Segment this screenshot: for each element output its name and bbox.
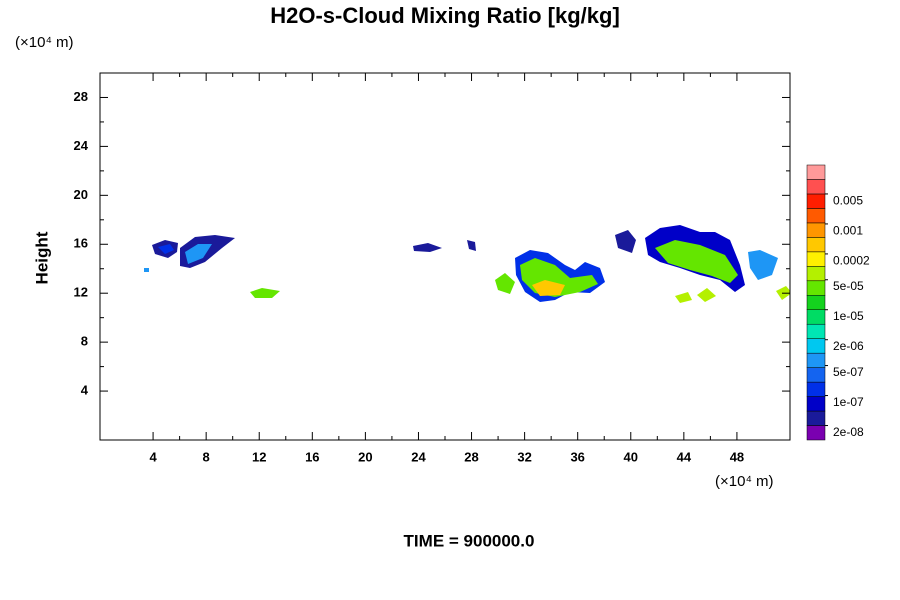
colorbar-box <box>806 208 826 224</box>
y-tick-label: 28 <box>74 89 88 104</box>
y-tick-label: 12 <box>74 285 88 300</box>
x-tick-label: 40 <box>624 449 638 464</box>
colorbar-box <box>806 251 826 267</box>
x-tick-label: 12 <box>252 449 266 464</box>
colorbar-box <box>806 237 826 253</box>
colorbar-box <box>806 193 826 209</box>
y-tick-label: 8 <box>81 334 88 349</box>
colorbar-box <box>806 295 826 310</box>
colorbar-label: 5e-07 <box>833 365 864 379</box>
colorbar-box <box>806 338 826 354</box>
x-tick-label: 16 <box>305 449 319 464</box>
x-tick-label: 28 <box>464 449 478 464</box>
x-tick-label: 24 <box>411 449 426 464</box>
colorbar-box <box>806 309 826 325</box>
x-tick-label: 48 <box>730 449 744 464</box>
colorbar-box <box>806 352 826 368</box>
colorbar-box <box>806 367 826 383</box>
colorbar-box <box>806 179 826 195</box>
colorbar-box <box>806 266 826 282</box>
footer: TIME = 900000.0 <box>404 531 535 550</box>
y-tick-label: 4 <box>81 383 89 398</box>
colorbar-label: 5e-05 <box>833 279 864 293</box>
cloud-field <box>144 225 790 303</box>
colorbar-box <box>806 164 826 180</box>
colorbar-box <box>806 381 826 397</box>
colorbar-box <box>806 222 826 238</box>
y-tick-label: 20 <box>74 187 88 202</box>
x-tick-label: 4 <box>149 449 157 464</box>
x-tick-label: 44 <box>677 449 692 464</box>
colorbar-label: 0.005 <box>833 193 863 207</box>
y-tick-label: 16 <box>74 236 88 251</box>
y-unit: (×10⁴ m) <box>15 34 74 51</box>
colorbar-box <box>806 410 826 426</box>
colorbar-label: 2e-06 <box>833 339 864 353</box>
colorbar-box <box>806 396 826 412</box>
colorbar-label: 0.001 <box>833 223 863 237</box>
colorbar-box <box>806 323 826 339</box>
x-tick-label: 20 <box>358 449 372 464</box>
colorbar-label: 2e-08 <box>833 425 864 439</box>
x-tick-label: 36 <box>570 449 584 464</box>
y-tick-label: 24 <box>74 138 89 153</box>
x-unit: (×10⁴ m) <box>715 473 774 490</box>
colorbar-box <box>806 425 826 441</box>
x-tick-label: 8 <box>203 449 210 464</box>
y-axis-label: Height <box>32 231 51 284</box>
colorbar-label: 0.0002 <box>833 253 870 267</box>
colorbar-label: 1e-07 <box>833 395 864 409</box>
chart-title: H2O-s-Cloud Mixing Ratio [kg/kg] <box>270 3 620 28</box>
colorbar-label: 1e-05 <box>833 309 864 323</box>
x-tick-label: 32 <box>517 449 531 464</box>
colorbar-box <box>806 280 826 296</box>
